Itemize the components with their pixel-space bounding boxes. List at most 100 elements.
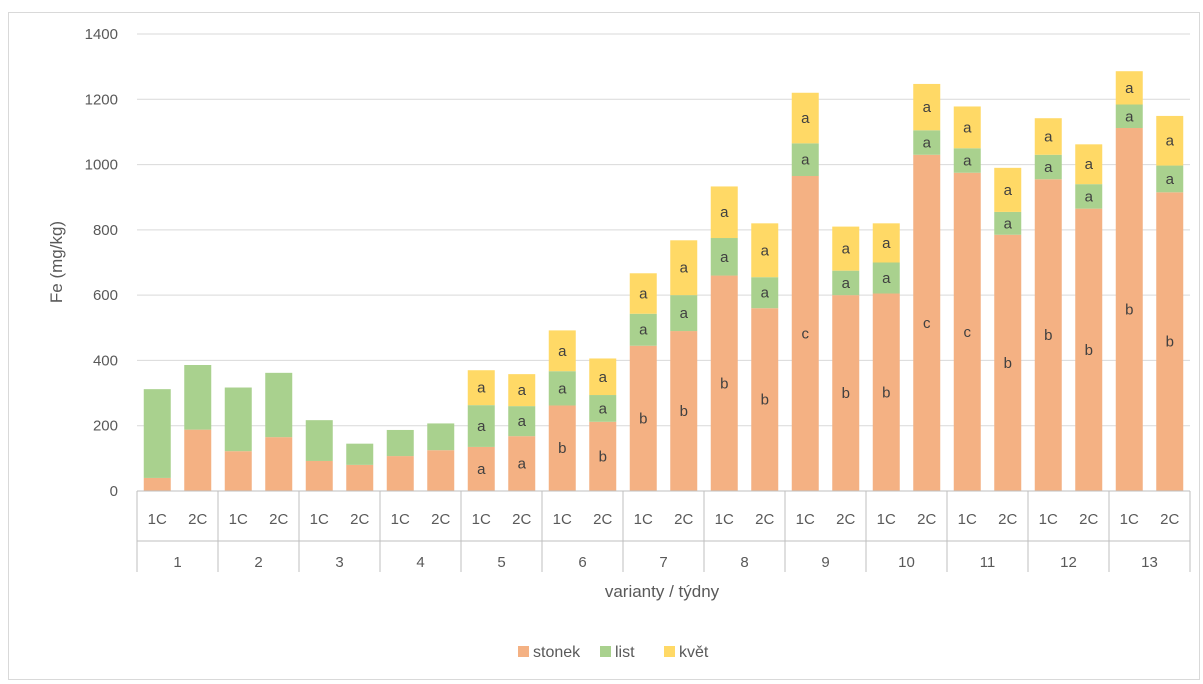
bar-segment bbox=[629, 345, 657, 491]
bar-segment bbox=[143, 389, 171, 478]
segment-label: a bbox=[558, 380, 567, 397]
x-subcategory-label: 1C bbox=[1120, 511, 1139, 528]
x-axis-title: varianty / týdny bbox=[605, 582, 720, 601]
segment-label: a bbox=[518, 382, 527, 399]
segment-label: a bbox=[761, 285, 770, 302]
segment-label: c bbox=[923, 315, 931, 332]
y-tick-label: 600 bbox=[93, 287, 118, 304]
segment-label: b bbox=[882, 384, 890, 401]
x-group-label: 2 bbox=[254, 554, 262, 571]
segment-label: b bbox=[599, 448, 607, 465]
y-tick-label: 200 bbox=[93, 418, 118, 435]
bar-segment bbox=[467, 446, 495, 491]
bar-segment bbox=[305, 420, 333, 461]
segment-label: a bbox=[1166, 171, 1175, 188]
bar-segment bbox=[427, 423, 455, 451]
bar-segment bbox=[629, 313, 657, 346]
bar-segment bbox=[224, 451, 252, 491]
segment-label: a bbox=[842, 241, 851, 258]
bar-segment bbox=[913, 83, 941, 131]
segment-label: b bbox=[1004, 355, 1012, 372]
segment-label: a bbox=[1085, 156, 1094, 173]
bar-segment bbox=[994, 211, 1022, 235]
bar-segment bbox=[427, 450, 455, 491]
x-group-label: 6 bbox=[578, 554, 586, 571]
x-group-label: 13 bbox=[1141, 554, 1158, 571]
x-subcategory-label: 2C bbox=[836, 511, 855, 528]
y-axis: 0 200 400 600 800 1000 1200 1400 bbox=[85, 26, 118, 500]
bar-segment bbox=[832, 226, 860, 271]
bar-segment bbox=[508, 406, 536, 437]
bar-segment bbox=[872, 293, 900, 491]
segment-label: b bbox=[639, 410, 647, 427]
x-subcategory-label: 2C bbox=[269, 511, 288, 528]
x-subcategory-label: 2C bbox=[755, 511, 774, 528]
legend-swatch bbox=[518, 646, 529, 657]
x-subcategory-label: 1C bbox=[553, 511, 572, 528]
gridlines bbox=[137, 33, 1190, 492]
y-tick-label: 1400 bbox=[85, 26, 118, 43]
bar-segment bbox=[184, 364, 212, 430]
legend-label: stonek bbox=[533, 644, 581, 661]
bar-segment bbox=[710, 186, 738, 239]
bar-segment bbox=[143, 477, 171, 491]
bar-segment bbox=[670, 240, 698, 296]
x-subcategory-label: 2C bbox=[593, 511, 612, 528]
bar-segment bbox=[589, 395, 617, 422]
segment-label: a bbox=[1125, 108, 1134, 125]
x-subcategory-label: 1C bbox=[877, 511, 896, 528]
bar-segment bbox=[791, 175, 819, 491]
x-subcategory-label: 1C bbox=[634, 511, 653, 528]
x-subcategory-label: 2C bbox=[998, 511, 1017, 528]
bar-segment bbox=[346, 443, 374, 465]
segment-label: c bbox=[802, 325, 810, 342]
bar-segment bbox=[508, 374, 536, 407]
segment-label: b bbox=[1044, 327, 1052, 344]
bar-segment bbox=[224, 387, 252, 452]
bar-segment bbox=[1156, 192, 1184, 491]
segment-label: a bbox=[680, 260, 689, 277]
bar-segment bbox=[1156, 165, 1184, 193]
legend-swatch bbox=[600, 646, 611, 657]
bar-segment bbox=[508, 436, 536, 491]
y-tick-label: 1200 bbox=[85, 91, 118, 108]
segment-label: a bbox=[680, 305, 689, 322]
x-group-label: 10 bbox=[898, 554, 915, 571]
segment-label: a bbox=[558, 343, 567, 360]
segment-label: a bbox=[477, 418, 486, 435]
bar-segment bbox=[589, 421, 617, 491]
x-subcategory-label: 2C bbox=[350, 511, 369, 528]
bar-segment bbox=[994, 167, 1022, 212]
segment-label: b bbox=[558, 440, 566, 457]
x-group-label: 11 bbox=[980, 554, 996, 571]
bar-segment bbox=[346, 464, 374, 491]
bar-segment bbox=[265, 372, 293, 438]
x-subcategory-label: 1C bbox=[1039, 511, 1058, 528]
bar-segment bbox=[1156, 115, 1184, 166]
bar-segment bbox=[265, 437, 293, 491]
bar-segment bbox=[548, 371, 576, 406]
segment-label: a bbox=[639, 322, 648, 339]
x-subcategory-label: 2C bbox=[917, 511, 936, 528]
bar-segment bbox=[913, 154, 941, 491]
bar-segment bbox=[1075, 184, 1103, 209]
x-subcategory-label: 2C bbox=[188, 511, 207, 528]
x-subcategory-label: 1C bbox=[310, 511, 329, 528]
x-group-label: 5 bbox=[497, 554, 505, 571]
x-group-label: 3 bbox=[335, 554, 343, 571]
bar-segment bbox=[629, 273, 657, 314]
bar-segment bbox=[994, 234, 1022, 491]
segment-label: b bbox=[1125, 302, 1133, 319]
bar-segment bbox=[1034, 179, 1062, 491]
bar-segment bbox=[589, 358, 617, 396]
segment-label: a bbox=[882, 235, 891, 252]
segment-label: a bbox=[842, 275, 851, 292]
x-subcategory-label: 1C bbox=[958, 511, 977, 528]
legend: stonek list květ bbox=[518, 644, 709, 661]
bar-segment bbox=[872, 262, 900, 294]
x-group-label: 7 bbox=[659, 554, 667, 571]
bar-segment bbox=[832, 270, 860, 296]
y-tick-label: 800 bbox=[93, 222, 118, 239]
x-subcategory-label: 2C bbox=[512, 511, 531, 528]
